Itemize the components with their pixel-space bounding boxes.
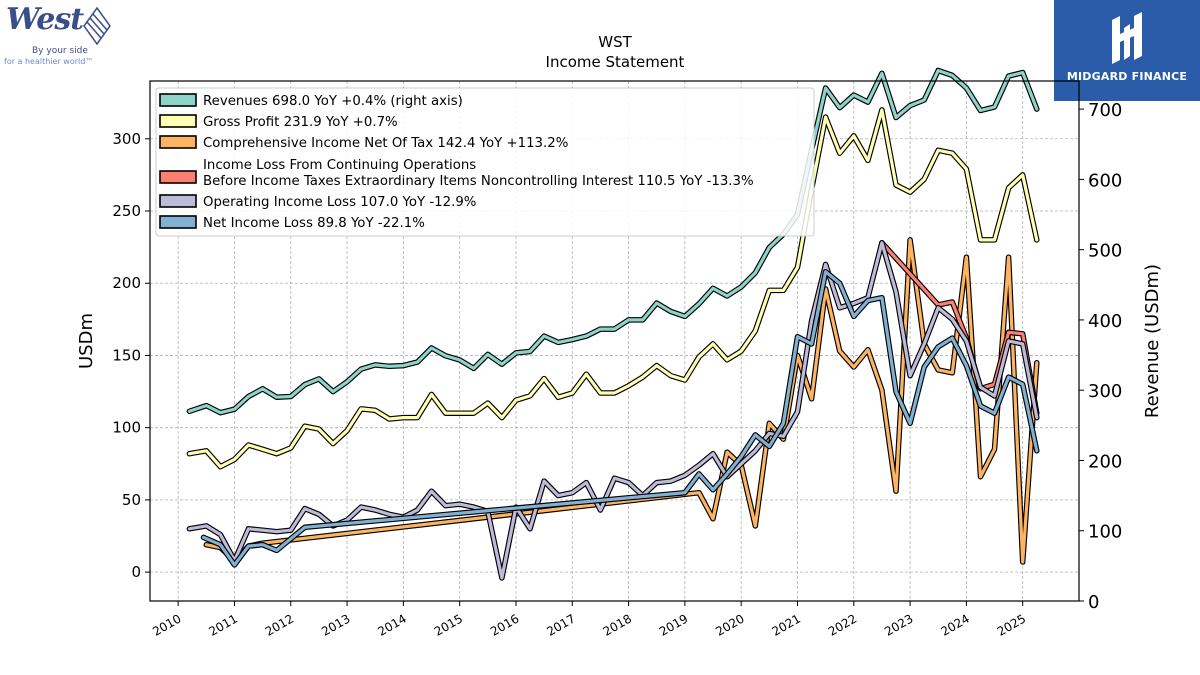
plot-frame xyxy=(149,80,1080,602)
y2-tick-label: 0 xyxy=(1088,592,1099,613)
legend-swatch xyxy=(159,194,197,208)
chart-series xyxy=(186,67,1040,581)
legend-swatch xyxy=(159,135,197,149)
x-tick-label: 2013 xyxy=(319,611,352,638)
x-tick-label: 2022 xyxy=(826,611,859,638)
legend-swatch xyxy=(159,114,197,128)
x-tick-label: 2010 xyxy=(150,611,183,638)
y-tick-label: 300 xyxy=(112,130,141,148)
y2-tick-label: 100 xyxy=(1088,522,1122,543)
y-tick-label: 150 xyxy=(112,346,141,364)
x-tick-label: 2023 xyxy=(882,611,915,638)
y-axis-label: USDm xyxy=(76,313,97,369)
midgard-finance-logo: MIDGARD FINANCE xyxy=(1054,0,1200,101)
y2-tick-label: 200 xyxy=(1088,451,1122,472)
y2-tick-label: 600 xyxy=(1088,170,1122,191)
y-tick-label: 200 xyxy=(112,274,141,292)
x-tick-label: 2018 xyxy=(601,611,634,638)
x-tick-label: 2011 xyxy=(207,611,240,638)
legend-label: Revenues 698.0 YoY +0.4% (right axis) xyxy=(203,94,463,109)
west-logo-tagline-2: for a healthier world™ xyxy=(4,57,94,66)
x-tick-label: 2020 xyxy=(713,611,746,638)
series-line-net-income-loss xyxy=(201,270,1039,567)
west-logo-tagline: By your side xyxy=(32,46,88,56)
series-line-gross-profit xyxy=(187,108,1039,469)
x-tick-label: 2016 xyxy=(488,611,521,638)
y-tick-label: 50 xyxy=(122,491,141,509)
midgard-finance-mark-icon xyxy=(1112,12,1142,64)
y2-tick-label: 700 xyxy=(1088,100,1122,121)
y2-tick-label: 300 xyxy=(1088,381,1122,402)
legend-label-line2: Before Income Taxes Extraordinary Items … xyxy=(203,174,754,189)
legend-swatch xyxy=(159,170,197,184)
legend-box xyxy=(155,87,815,237)
x-tick-label: 2012 xyxy=(263,611,296,638)
series-line-comprehensive-income-net-of-tax xyxy=(204,238,1039,564)
y-tick-label: 0 xyxy=(131,563,141,581)
chart-legend: Revenues 698.0 YoY +0.4% (right axis) Gro… xyxy=(155,87,815,237)
x-tick-label: 2021 xyxy=(770,611,803,638)
legend-label: Comprehensive Income Net Of Tax 142.4 Yo… xyxy=(203,136,568,151)
y-tick-label: 250 xyxy=(112,202,141,220)
chart-title: WST xyxy=(598,33,632,51)
legend-swatch xyxy=(159,93,197,107)
x-tick-label: 2019 xyxy=(657,611,690,638)
legend-label: Net Income Loss 89.8 YoY -22.1% xyxy=(203,216,425,231)
chart-subtitle: Income Statement xyxy=(546,53,685,71)
midgard-finance-wordmark: MIDGARD FINANCE xyxy=(1066,70,1188,83)
legend-label: Gross Profit 231.9 YoY +0.7% xyxy=(203,115,398,130)
west-logo-mark-icon xyxy=(83,6,111,46)
y2-tick-label: 500 xyxy=(1088,241,1122,262)
y-tick-label: 100 xyxy=(112,419,141,437)
legend-label: Operating Income Loss 107.0 YoY -12.9% xyxy=(203,195,476,210)
y2-tick-label: 400 xyxy=(1088,311,1122,332)
legend-label: Income Loss From Continuing Operations xyxy=(203,158,476,173)
series-outline-comprehensive-income-net-of-tax xyxy=(203,237,1040,565)
x-tick-label: 2014 xyxy=(375,611,408,638)
x-tick-label: 2025 xyxy=(995,611,1028,638)
series-line-revenues xyxy=(187,68,1039,415)
x-tick-label: 2024 xyxy=(938,611,971,638)
y2-axis-label: Revenue (USDm) xyxy=(1142,264,1163,418)
x-tick-label: 2017 xyxy=(544,611,577,638)
x-tick-label: 2015 xyxy=(432,611,465,638)
west-logo-wordmark: West xyxy=(6,2,84,37)
west-logo: West By your side for a healthier world™ xyxy=(0,0,120,70)
legend-swatch xyxy=(159,215,197,229)
